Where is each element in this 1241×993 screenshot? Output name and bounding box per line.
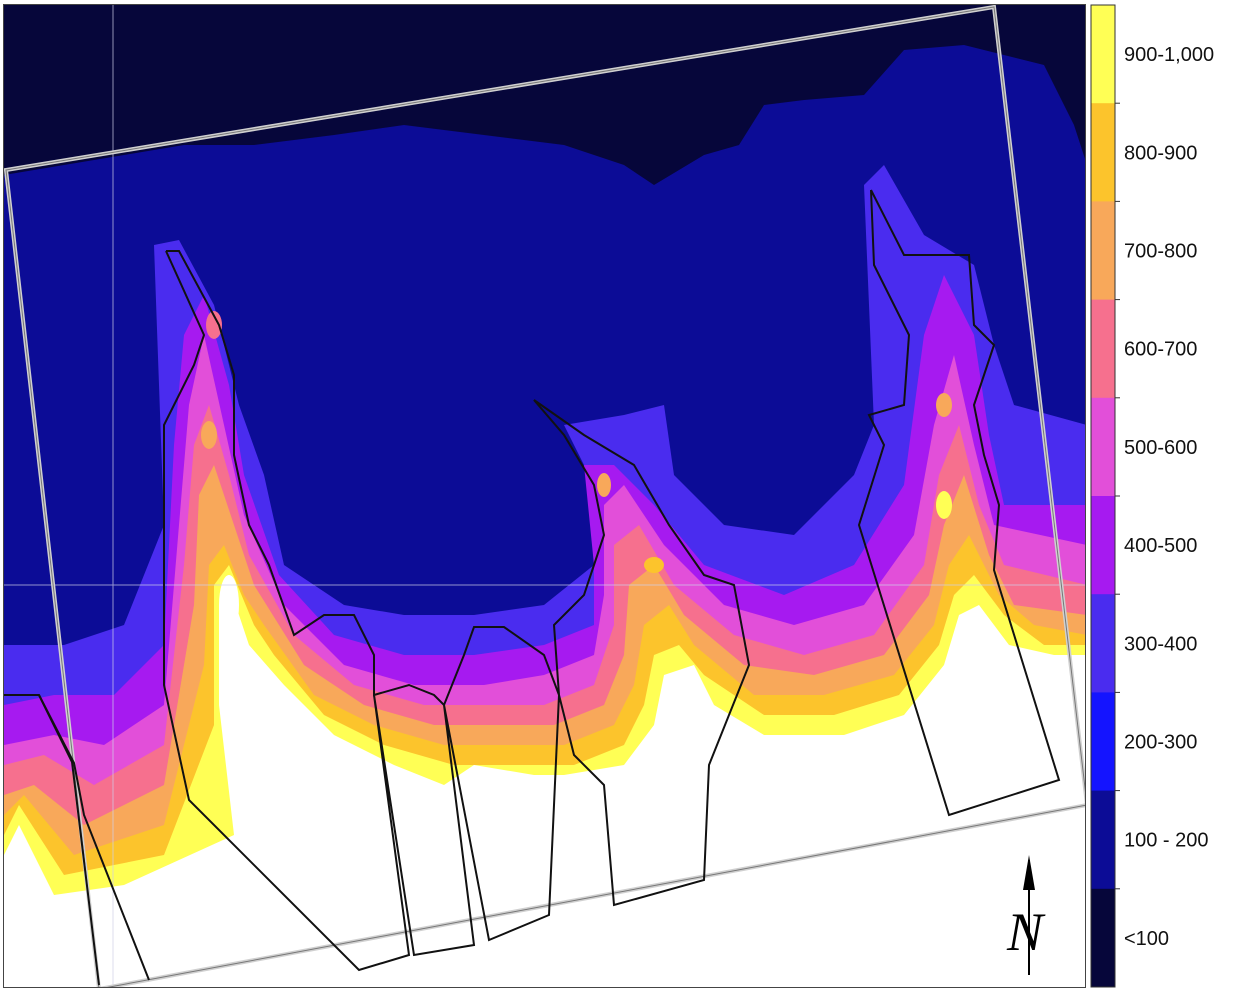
legend-label: 900-1,000 (1124, 44, 1214, 66)
legend-swatch (1091, 398, 1115, 497)
map-canvas: N (4, 5, 1086, 988)
legend-label: 100 - 200 (1124, 830, 1209, 852)
legend-label: 700-800 (1124, 241, 1197, 263)
legend: 900-1,000 800-900 700-800 600-700 500-600 400… (1090, 4, 1241, 988)
north-arrow-letter: N (1006, 902, 1046, 962)
legend-label: 500-600 (1124, 437, 1197, 459)
legend-labels: 900-1,000 800-900 700-800 600-700 500-600 400… (1124, 44, 1214, 950)
legend-label: 200-300 (1124, 732, 1197, 754)
legend-label: 300-400 (1124, 633, 1197, 655)
legend-swatch (1091, 594, 1115, 693)
legend-swatch (1091, 496, 1115, 595)
legend-swatch (1091, 692, 1115, 791)
legend-label: <100 (1124, 928, 1169, 950)
legend-swatch (1091, 791, 1115, 890)
legend-label: 600-700 (1124, 339, 1197, 361)
legend-swatch (1091, 300, 1115, 399)
legend-label: 400-500 (1124, 535, 1197, 557)
legend-swatches (1091, 5, 1120, 988)
legend-swatch (1091, 103, 1115, 202)
legend-label: 800-900 (1124, 142, 1197, 164)
map-panel: N (3, 4, 1086, 988)
legend-swatch (1091, 889, 1115, 988)
legend-svg: 900-1,000 800-900 700-800 600-700 500-600 400… (1090, 4, 1241, 988)
legend-swatch (1091, 5, 1115, 104)
legend-swatch (1091, 201, 1115, 300)
